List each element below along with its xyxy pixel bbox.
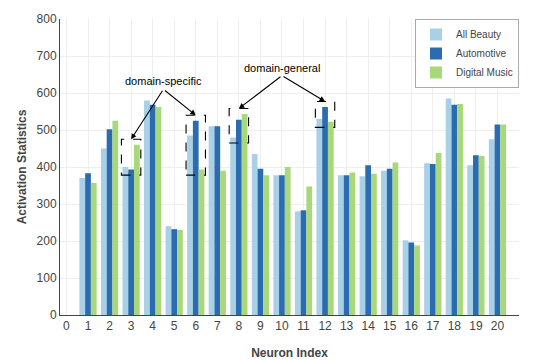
svg-text:Activation Statistics: Activation Statistics bbox=[15, 109, 29, 224]
svg-text:700: 700 bbox=[37, 49, 57, 63]
svg-text:All Beauty: All Beauty bbox=[456, 29, 501, 40]
svg-text:1: 1 bbox=[85, 319, 92, 333]
svg-text:2: 2 bbox=[106, 319, 113, 333]
svg-text:800: 800 bbox=[37, 12, 57, 26]
svg-text:11: 11 bbox=[297, 319, 310, 333]
svg-text:domain-specific: domain-specific bbox=[125, 75, 202, 87]
svg-text:0: 0 bbox=[50, 308, 57, 322]
svg-text:9: 9 bbox=[257, 319, 264, 333]
svg-text:14: 14 bbox=[361, 319, 375, 333]
svg-text:6: 6 bbox=[192, 319, 199, 333]
svg-text:10: 10 bbox=[275, 319, 289, 333]
svg-text:7: 7 bbox=[214, 319, 221, 333]
svg-text:16: 16 bbox=[405, 319, 419, 333]
svg-text:12: 12 bbox=[318, 319, 332, 333]
svg-text:Digital Music: Digital Music bbox=[456, 67, 513, 78]
svg-text:Neuron Index: Neuron Index bbox=[251, 346, 328, 360]
svg-text:15: 15 bbox=[383, 319, 397, 333]
svg-text:100: 100 bbox=[37, 271, 57, 285]
svg-text:3: 3 bbox=[128, 319, 135, 333]
svg-text:500: 500 bbox=[37, 123, 57, 137]
svg-text:400: 400 bbox=[37, 160, 57, 174]
svg-text:13: 13 bbox=[340, 319, 354, 333]
svg-text:4: 4 bbox=[149, 319, 156, 333]
svg-text:Automotive: Automotive bbox=[456, 48, 506, 59]
svg-text:0: 0 bbox=[63, 319, 70, 333]
svg-text:domain-general: domain-general bbox=[244, 62, 320, 74]
svg-text:18: 18 bbox=[448, 319, 462, 333]
svg-text:600: 600 bbox=[37, 86, 57, 100]
svg-text:8: 8 bbox=[236, 319, 243, 333]
svg-text:5: 5 bbox=[171, 319, 178, 333]
svg-text:20: 20 bbox=[491, 319, 505, 333]
svg-text:17: 17 bbox=[426, 319, 440, 333]
svg-text:300: 300 bbox=[37, 197, 57, 211]
svg-text:19: 19 bbox=[469, 319, 483, 333]
svg-text:200: 200 bbox=[37, 234, 57, 248]
